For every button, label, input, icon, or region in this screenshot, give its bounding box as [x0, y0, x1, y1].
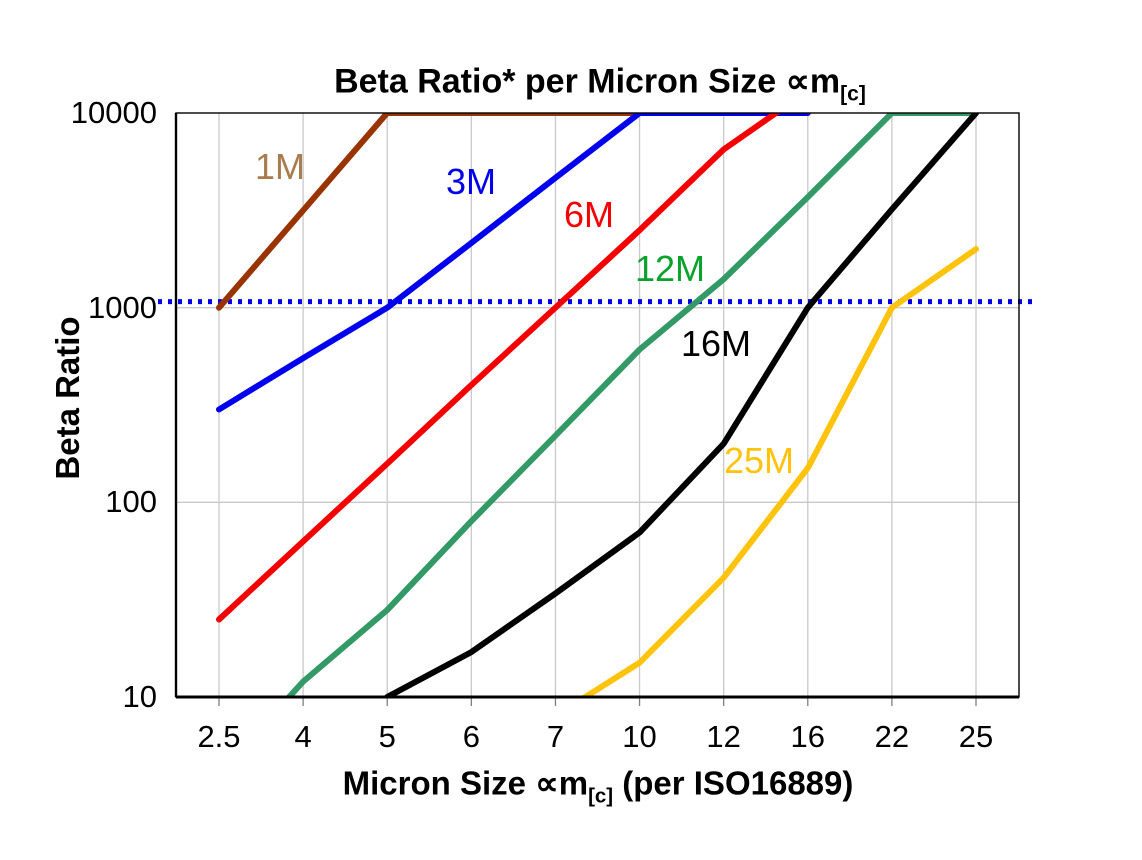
- x-tick-label-2.5: 2.5: [197, 719, 241, 754]
- series-label-1m: 1M: [254, 146, 306, 187]
- chart-title: Beta Ratio* per Micron Size ∝m[c]: [334, 62, 866, 107]
- series-line-25m: [579, 246, 979, 697]
- x-tick-label-22: 22: [874, 719, 910, 754]
- series-label-3m: 3M: [445, 161, 497, 202]
- series-label-25m: 25M: [723, 440, 795, 481]
- x-tick-label-5: 5: [378, 719, 396, 754]
- x-tick-label-10: 10: [622, 719, 657, 754]
- y-tick-label-10: 10: [122, 679, 157, 714]
- x-axis-title-prefix: Micron Size ∝m: [342, 764, 589, 802]
- series-line-6m: [216, 113, 782, 623]
- series-line-16m: [384, 113, 979, 697]
- x-tick-label-16: 16: [790, 719, 826, 754]
- x-tick-label-25: 25: [958, 719, 994, 754]
- chart-title-text: Beta Ratio* per Micron Size ∝m: [334, 62, 841, 101]
- series-label-16m: 16M: [680, 323, 752, 364]
- series-label-6m: 6M: [563, 194, 615, 235]
- x-tick-label-12: 12: [706, 719, 741, 754]
- series-line-1m: [216, 113, 643, 311]
- chart-title-subscript: [c]: [840, 82, 866, 106]
- y-tick-label-100: 100: [105, 484, 157, 520]
- x-axis-title-suffix: (per ISO16889): [613, 764, 854, 802]
- series-line-12m: [285, 113, 979, 697]
- x-tick-label-4: 4: [294, 719, 312, 754]
- y-tick-label-10000: 10000: [70, 95, 157, 130]
- x-tick-label-7: 7: [546, 719, 565, 754]
- series-line-3m: [216, 113, 811, 413]
- x-axis-title: Micron Size ∝m[c] (per ISO16889): [343, 764, 854, 809]
- series-label-12m: 12M: [634, 248, 706, 289]
- y-tick-label-1000: 1000: [88, 289, 157, 325]
- x-tick-label-6: 6: [462, 719, 480, 754]
- x-axis-title-subscript: [c]: [588, 784, 614, 808]
